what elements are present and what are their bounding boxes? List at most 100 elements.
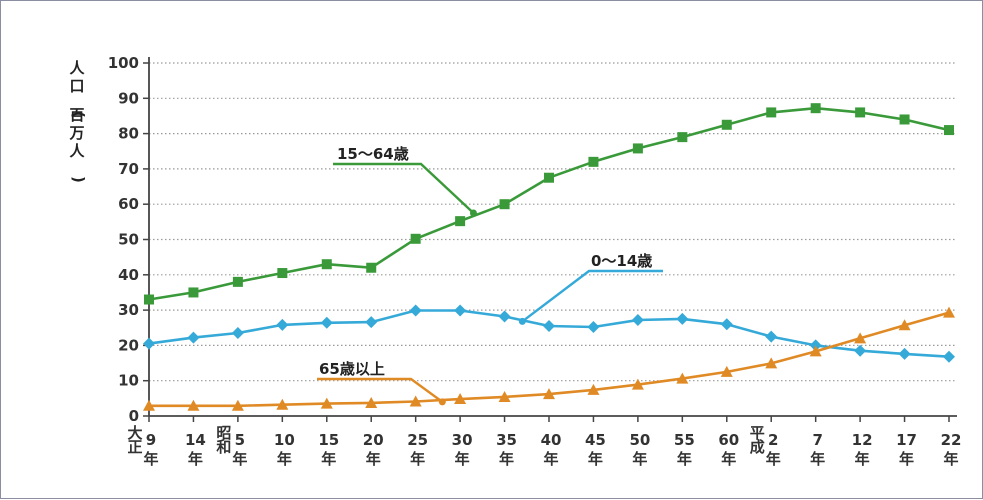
- data-point: [854, 332, 867, 344]
- x-tick-unit: 年: [899, 450, 914, 468]
- data-point: [187, 399, 200, 411]
- annotation-anchor: [438, 398, 446, 406]
- data-point: [631, 378, 644, 390]
- y-axis-label: 人口(百万人): [68, 59, 87, 183]
- data-point: [898, 319, 911, 331]
- data-point: [409, 304, 422, 317]
- annotation-anchor: [518, 317, 526, 325]
- x-tick-unit: 年: [810, 450, 825, 468]
- x-tick-label: 60: [718, 431, 739, 449]
- x-tick-label: 40: [541, 431, 562, 449]
- data-point: [320, 397, 333, 409]
- data-point: [631, 313, 644, 326]
- data-point: [144, 294, 154, 305]
- x-tick-label: 20: [363, 431, 384, 449]
- x-tick-label: 35: [496, 431, 517, 449]
- x-tick-label: 55: [674, 431, 695, 449]
- data-point: [366, 262, 377, 273]
- y-tick-label: 0: [129, 407, 139, 425]
- data-point: [898, 347, 911, 360]
- data-point: [543, 388, 555, 400]
- data-point: [899, 114, 910, 125]
- data-point: [632, 143, 643, 154]
- y-axis-label-text: 人口(百万人): [68, 59, 87, 183]
- x-tick-label: 2: [768, 431, 778, 449]
- x-tick-unit: 年: [277, 450, 292, 468]
- data-point: [588, 156, 599, 167]
- data-point: [676, 312, 689, 325]
- x-era-label: 平成: [750, 424, 765, 456]
- annotation-label: 65歳以上: [319, 360, 385, 378]
- y-tick-label: 50: [118, 231, 139, 249]
- x-tick-unit: 年: [232, 450, 247, 468]
- annotation-leader: [521, 269, 663, 323]
- x-tick-unit: 年: [455, 450, 470, 468]
- x-tick-unit: 年: [143, 450, 158, 468]
- data-point: [276, 398, 289, 410]
- x-tick-label: 9: [146, 431, 156, 449]
- data-point: [543, 319, 555, 332]
- x-tick-unit: 年: [855, 450, 870, 468]
- y-tick-label: 40: [118, 266, 139, 284]
- x-tick-label: 15: [318, 431, 339, 449]
- y-tick-label: 70: [118, 160, 139, 178]
- data-point: [231, 327, 244, 340]
- annotation-label: 0〜14歳: [591, 252, 652, 270]
- x-tick-unit: 年: [943, 450, 958, 468]
- y-tick-label: 90: [118, 89, 139, 107]
- annotation-anchor: [469, 209, 477, 217]
- data-point: [721, 119, 732, 130]
- x-tick-label: 25: [407, 431, 428, 449]
- x-tick-unit: 年: [543, 450, 558, 468]
- data-point: [943, 350, 955, 363]
- x-tick-unit: 年: [188, 450, 203, 468]
- y-tick-labels: 0 10 20 30 40 50 60 70 80 90 100: [108, 54, 139, 425]
- x-tick-unit: 年: [499, 450, 514, 468]
- data-point: [454, 393, 467, 405]
- data-point: [455, 216, 466, 227]
- annotation-leader: [333, 162, 475, 214]
- data-point: [943, 306, 955, 318]
- data-point: [143, 337, 155, 350]
- data-point: [855, 107, 866, 118]
- x-tick-label: 7: [812, 431, 822, 449]
- data-point: [188, 287, 199, 298]
- data-point: [766, 107, 777, 118]
- data-point: [809, 339, 822, 352]
- data-point: [143, 399, 155, 411]
- x-tick-label: 50: [629, 431, 650, 449]
- x-tick-unit: 年: [588, 450, 603, 468]
- annotation-label: 15〜64歳: [337, 145, 409, 163]
- x-era-label: 大正: [127, 424, 142, 456]
- data-point: [320, 316, 333, 329]
- annotations: 15〜64歳 0〜14歳 65歳以上: [317, 145, 663, 406]
- data-point: [187, 331, 200, 344]
- annotation-leader: [317, 377, 444, 403]
- y-tick-label: 60: [118, 195, 139, 213]
- x-tick-label: 14: [185, 431, 206, 449]
- data-point: [454, 304, 467, 317]
- data-point: [587, 383, 600, 395]
- data-point: [810, 103, 821, 114]
- data-point: [677, 132, 688, 143]
- data-point: [365, 316, 378, 329]
- data-point: [544, 172, 554, 183]
- x-tick-label: 10: [274, 431, 295, 449]
- data-point: [277, 268, 288, 279]
- x-tick-label: 30: [452, 431, 473, 449]
- y-tick-label: 10: [118, 372, 139, 390]
- x-tick-unit: 年: [721, 450, 736, 468]
- data-point: [809, 345, 822, 357]
- x-tick-label: 22: [941, 431, 962, 449]
- x-tick-label: 17: [896, 431, 917, 449]
- data-point: [944, 125, 954, 136]
- y-tick-label: 30: [118, 301, 139, 319]
- data-point: [409, 395, 422, 407]
- y-tick-label: 80: [118, 125, 139, 143]
- x-tick-label: 12: [852, 431, 873, 449]
- data-point: [232, 276, 243, 287]
- x-era-label: 昭和: [216, 424, 231, 456]
- axes: [143, 57, 957, 422]
